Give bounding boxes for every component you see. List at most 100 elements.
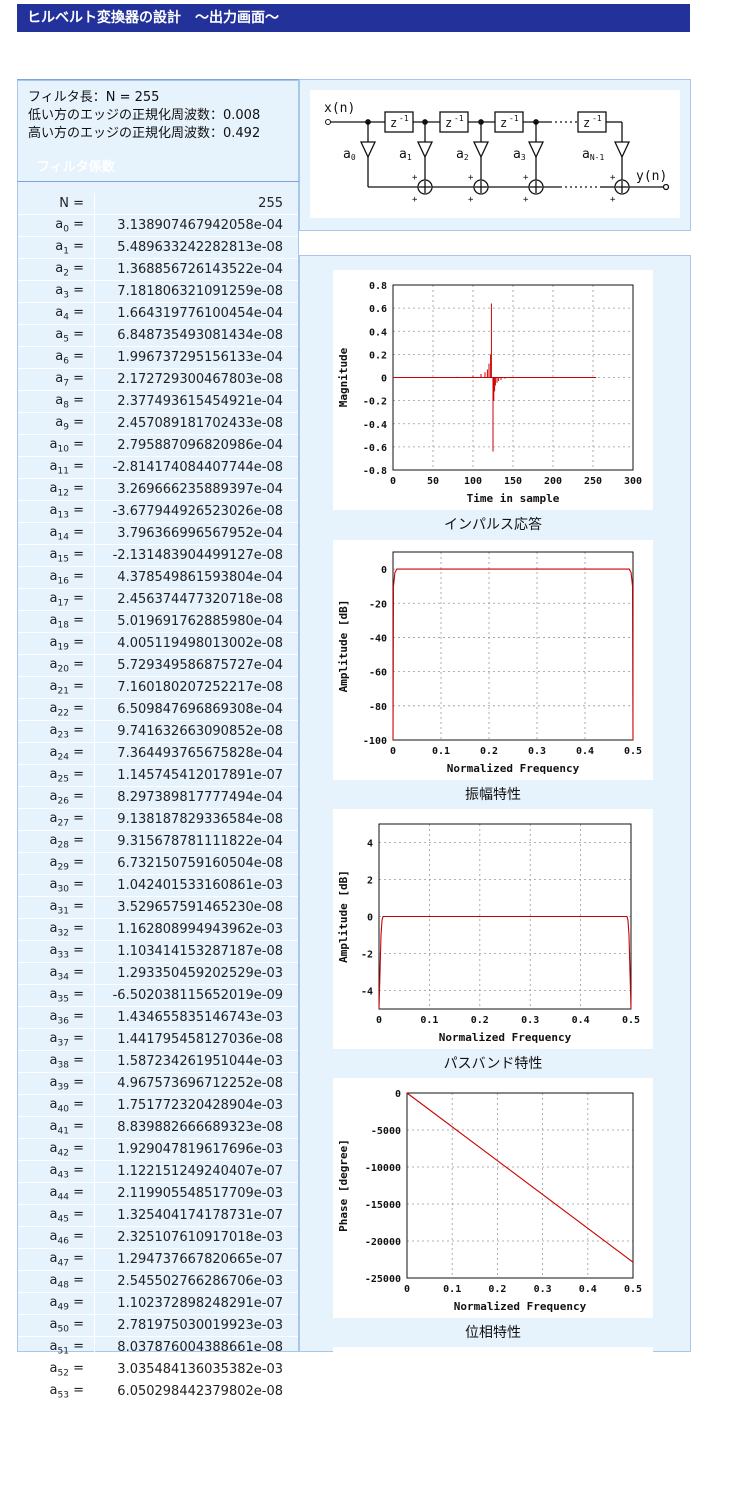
table-row: a40 = 1.751772320428904e-03 bbox=[18, 1094, 298, 1117]
coef-label: a9 = bbox=[18, 412, 95, 435]
table-row: a13 = -3.677944926523026e-08 bbox=[18, 500, 298, 523]
x-tick-label: 0.1 bbox=[432, 746, 450, 757]
coef-label: a51 = bbox=[18, 1336, 95, 1359]
spec-section-tab: 設計仕様 bbox=[17, 53, 167, 79]
coef-value: 6.732150759160504e-08 bbox=[94, 852, 298, 875]
table-row: a48 = 2.545502766286706e-03 bbox=[18, 1270, 298, 1293]
coef-value: 5.489633242282813e-08 bbox=[94, 236, 298, 259]
y-tick-label: -40 bbox=[369, 633, 387, 644]
coef-label: a50 = bbox=[18, 1314, 95, 1337]
y-tick-label: 0.2 bbox=[369, 350, 387, 361]
coef-value: 5.729349586875727e-04 bbox=[94, 654, 298, 677]
coef-value: 1.325404174178731e-07 bbox=[94, 1204, 298, 1227]
spec-lines: フィルタ長：N = 255 低い方のエッジの正規化周波数：0.008 高い方のエ… bbox=[28, 89, 260, 143]
coef-value: 2.795887096820986e-04 bbox=[94, 434, 298, 457]
coef-label: a13 = bbox=[18, 500, 95, 523]
table-row: a30 = 1.042401533160861e-03 bbox=[18, 874, 298, 897]
coef-value: 1.042401533160861e-03 bbox=[94, 874, 298, 897]
x-tick-label: 0.3 bbox=[521, 1015, 539, 1026]
coef-value: 2.457089181702433e-08 bbox=[94, 412, 298, 435]
plot-frame bbox=[392, 551, 634, 741]
coef-label: a3 = bbox=[18, 280, 95, 303]
coef-label: a0 = bbox=[18, 214, 95, 237]
coef-label: a31 = bbox=[18, 896, 95, 919]
y-tick-label: 0 bbox=[367, 913, 373, 924]
coef-label: a39 = bbox=[18, 1072, 95, 1095]
coef-label: a23 = bbox=[18, 720, 95, 743]
table-row: a11 = -2.814174084407744e-08 bbox=[18, 456, 298, 479]
coef-label: a7 = bbox=[18, 368, 95, 391]
y-tick-label: 4 bbox=[367, 839, 373, 850]
coef-label: a32 = bbox=[18, 918, 95, 941]
coef-value: 3.269666235889397e-04 bbox=[94, 478, 298, 501]
block-section-tab: ブロック図 bbox=[299, 53, 451, 79]
svg-text:+: + bbox=[412, 195, 418, 205]
y-tick-label: -2 bbox=[361, 950, 373, 961]
table-row: a29 = 6.732150759160504e-08 bbox=[18, 852, 298, 875]
table-row: a0 = 3.138907467942058e-04 bbox=[18, 214, 298, 237]
svg-text:-1: -1 bbox=[592, 114, 602, 123]
spec-low-edge: 低い方のエッジの正規化周波数：0.008 bbox=[28, 108, 261, 123]
table-row: a7 = 2.172729300467803e-08 bbox=[18, 368, 298, 391]
coef-label: a6 = bbox=[18, 346, 95, 369]
x-tick-label: 0.5 bbox=[622, 1015, 640, 1026]
coef-label: a46 = bbox=[18, 1226, 95, 1249]
table-row: a5 = 6.848735493081434e-08 bbox=[18, 324, 298, 347]
coef-value: 7.364493765675828e-04 bbox=[94, 742, 298, 765]
x-tick-label: 0.3 bbox=[534, 1284, 552, 1295]
coef-label: N = bbox=[18, 193, 95, 215]
svg-text:+: + bbox=[468, 173, 474, 183]
coef-value: 1.368856726143522e-04 bbox=[94, 258, 298, 281]
coefficient-table: N = 255 a0 = 3.138907467942058e-04 a1 = 5.4… bbox=[18, 193, 298, 1403]
y-tick-label: -10000 bbox=[365, 1163, 401, 1174]
coef-label: a41 = bbox=[18, 1116, 95, 1139]
coef-label-a1: a1 bbox=[399, 147, 412, 162]
svg-text:-1: -1 bbox=[509, 114, 519, 123]
coef-value: 1.929047819617696e-03 bbox=[94, 1138, 298, 1161]
passband-chart: 0 0.1 0.2 0.3 0.4 0.5 4 2 0 -2 -4 Normalized Freque… bbox=[333, 809, 653, 1049]
coef-value: 2.172729300467803e-08 bbox=[94, 368, 298, 391]
coef-value: 6.848735493081434e-08 bbox=[94, 324, 298, 347]
coef-value: 4.967573696712252e-08 bbox=[94, 1072, 298, 1095]
coef-value: 2.325107610917018e-03 bbox=[94, 1226, 298, 1249]
delay-block: z -1 bbox=[439, 111, 469, 133]
y-axis-label: Magnitude bbox=[337, 347, 350, 407]
spec-tab-underline bbox=[17, 79, 299, 80]
coef-label: a24 = bbox=[18, 742, 95, 765]
y-tick-label: 0 bbox=[395, 1089, 401, 1100]
plot-frame bbox=[378, 823, 632, 1010]
coef-value: 4.005119498013002e-08 bbox=[94, 632, 298, 655]
y-tick-label: -0.4 bbox=[363, 420, 387, 431]
table-row: a39 = 4.967573696712252e-08 bbox=[18, 1072, 298, 1095]
table-row: a20 = 5.729349586875727e-04 bbox=[18, 654, 298, 677]
phase-caption: 位相特性 bbox=[465, 1325, 521, 1341]
x-tick-label: 0 bbox=[390, 746, 396, 757]
svg-text:+: + bbox=[523, 173, 529, 183]
coef-value: 1.102372898248291e-07 bbox=[94, 1292, 298, 1315]
coef-value: 8.839882666689323e-08 bbox=[94, 1116, 298, 1139]
coef-label: a44 = bbox=[18, 1182, 95, 1205]
table-row: a31 = 3.529657591465230e-08 bbox=[18, 896, 298, 919]
coef-value: 1.145745412017891e-07 bbox=[94, 764, 298, 787]
svg-text:+: + bbox=[610, 173, 616, 183]
y-tick-label: 0 bbox=[381, 374, 387, 385]
coef-section-tab: フィルタ係数 bbox=[17, 155, 167, 181]
table-row: a49 = 1.102372898248291e-07 bbox=[18, 1292, 298, 1315]
x-tick-label: 0.4 bbox=[579, 1284, 597, 1295]
coef-label: a11 = bbox=[18, 456, 95, 479]
y-tick-label: 0.6 bbox=[369, 304, 387, 315]
coef-value: 4.378549861593804e-04 bbox=[94, 566, 298, 589]
coef-label: a49 = bbox=[18, 1292, 95, 1315]
svg-text:+: + bbox=[610, 195, 616, 205]
impulse-response-caption: インパルス応答 bbox=[444, 517, 542, 533]
table-row: a3 = 7.181806321091259e-08 bbox=[18, 280, 298, 303]
coef-value: 1.294737667820665e-07 bbox=[94, 1248, 298, 1271]
coef-label-a0: a0 bbox=[343, 147, 356, 162]
coef-value: -3.677944926523026e-08 bbox=[94, 500, 298, 523]
coef-value: 1.162808994943962e-03 bbox=[94, 918, 298, 941]
table-row: a36 = 1.434655835146743e-03 bbox=[18, 1006, 298, 1029]
y-tick-label: 0 bbox=[381, 565, 387, 576]
coef-label: a27 = bbox=[18, 808, 95, 831]
x-tick-label: 0.1 bbox=[443, 1284, 461, 1295]
coef-label: a43 = bbox=[18, 1160, 95, 1183]
